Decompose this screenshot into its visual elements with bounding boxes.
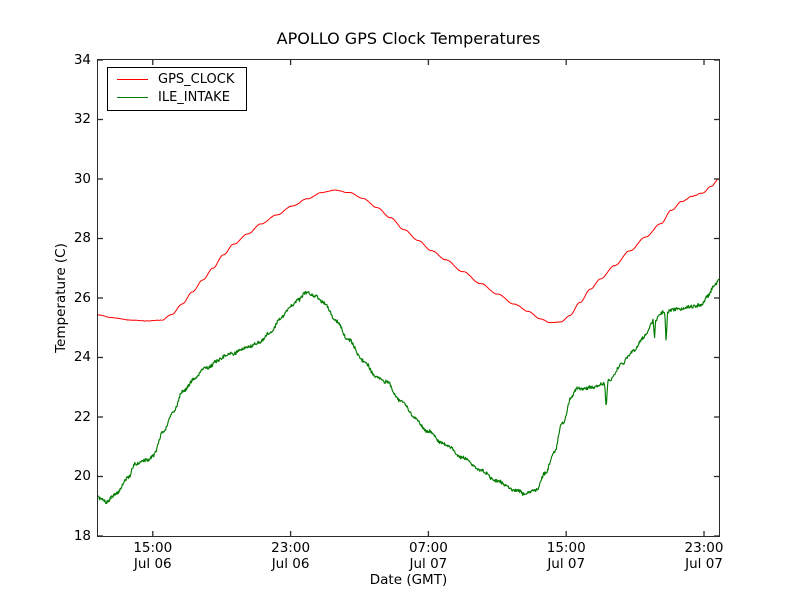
x-tick-label-0700-Jul07: 07:00 Jul 07 — [386, 540, 470, 572]
legend-item-ile-intake: ILE_INTAKE — [117, 90, 234, 105]
legend-line-sample-ile-intake — [117, 96, 148, 99]
y-tick-label-30: 30 — [73, 170, 91, 187]
x-tick-date: Jul 06 — [271, 555, 310, 572]
legend-item-gps-clock: GPS_CLOCK — [117, 72, 234, 87]
chart-title: APOLLO GPS Clock Temperatures — [276, 29, 541, 48]
x-tick-label-2300-Jul07: 23:00 Jul 07 — [662, 540, 746, 572]
y-tick-label-24: 24 — [73, 349, 91, 365]
plot-area: GPS_CLOCK ILE_INTAKE — [97, 59, 720, 537]
plot-canvas — [98, 60, 719, 536]
series-line-ile_intake — [98, 278, 719, 505]
x-tick-time: 07:00 — [408, 540, 448, 556]
x-tick-time: 23:00 — [684, 540, 724, 556]
legend-label-ile-intake: ILE_INTAKE — [158, 90, 230, 105]
legend-line-sample-gps-clock — [117, 78, 148, 81]
y-tick-label-34: 34 — [73, 51, 91, 68]
y-tick-label-20: 20 — [73, 468, 91, 484]
y-tick-label-26: 26 — [73, 289, 91, 306]
legend-label-gps-clock: GPS_CLOCK — [158, 72, 235, 87]
series-line-gps_clock — [98, 178, 719, 324]
x-tick-time: 23:00 — [271, 540, 311, 556]
legend: GPS_CLOCK ILE_INTAKE — [107, 67, 248, 111]
x-tick-time: 15:00 — [133, 540, 173, 556]
x-axis-title: Date (GMT) — [369, 572, 448, 588]
y-tick-label-22: 22 — [73, 408, 91, 425]
x-tick-label-1500-Jul06: 15:00 Jul 06 — [111, 540, 195, 572]
x-tick-date: Jul 07 — [409, 555, 448, 572]
x-tick-label-1500-Jul07: 15:00 Jul 07 — [524, 540, 608, 572]
y-tick-label-32: 32 — [73, 111, 91, 127]
x-tick-date: Jul 07 — [547, 555, 586, 572]
x-tick-label-2300-Jul06: 23:00 Jul 06 — [249, 540, 333, 572]
y-tick-label-18: 18 — [73, 527, 91, 544]
x-tick-time: 15:00 — [546, 540, 586, 556]
x-tick-date: Jul 06 — [133, 555, 172, 572]
x-tick-date: Jul 07 — [685, 555, 723, 572]
y-tick-label-28: 28 — [73, 230, 91, 246]
